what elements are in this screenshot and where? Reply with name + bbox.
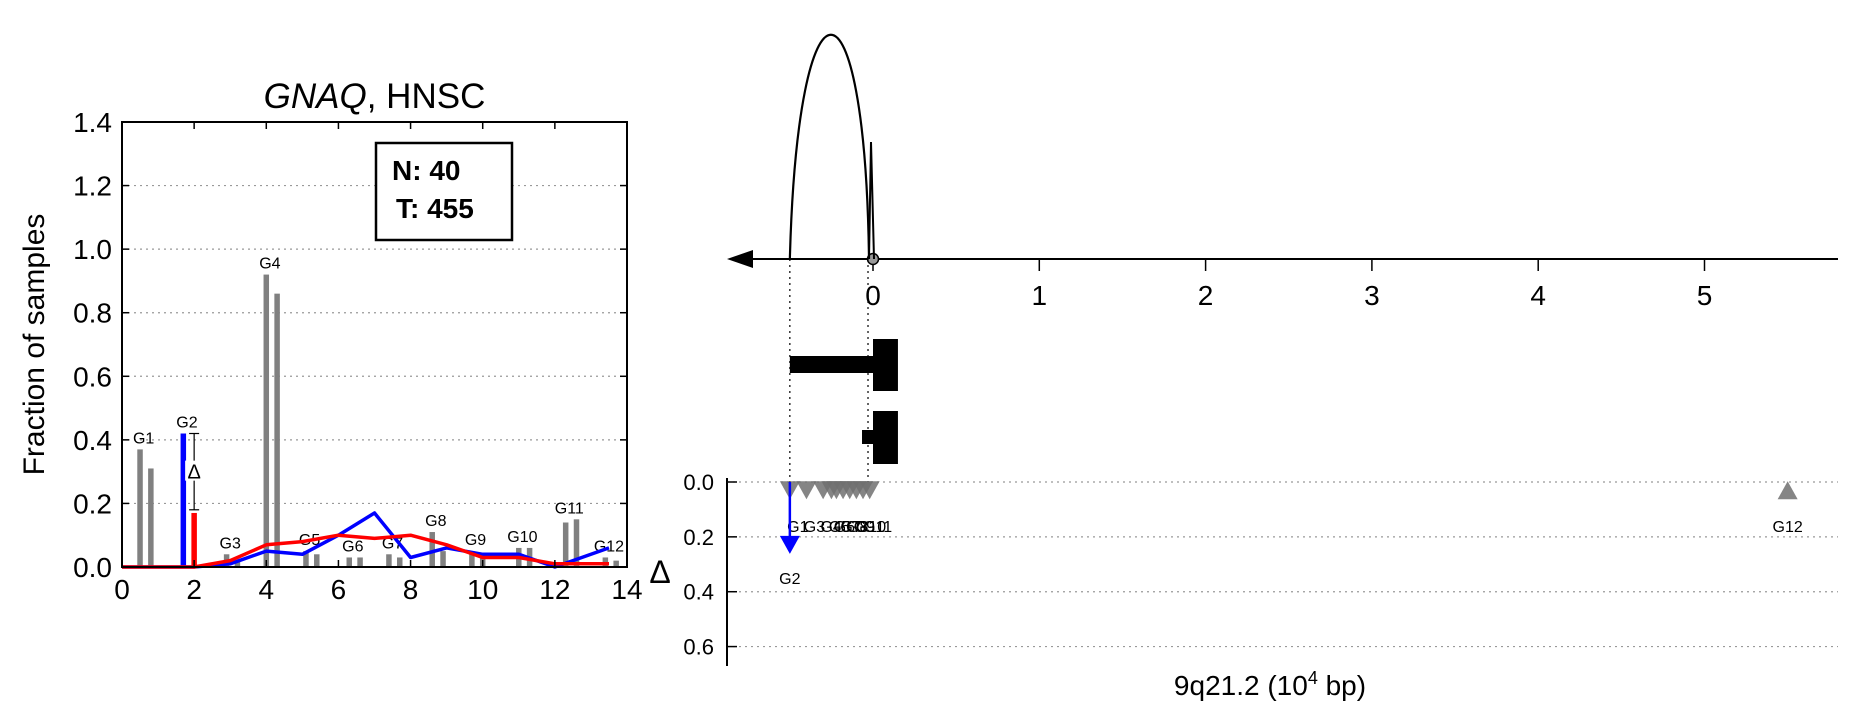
delta-point-g3 [796,481,817,500]
bar-normal-g4 [263,274,270,567]
legend-box [374,141,514,242]
delta-point-label-g12: G12 [1773,519,1803,536]
delta-point-label-g10: G10 [856,519,886,536]
x-tick-label: 8 [403,574,419,605]
x-tick-label: 4 [258,574,274,605]
bar-tumor-g7 [397,557,403,567]
delta-point-label-g2: G2 [779,571,800,588]
chart-title: GNAQ, HNSC [264,77,486,116]
bar-normal-g2 [180,433,187,567]
delta-point-label-g9: G9 [854,519,875,536]
delta-point-label-g11: G11 [863,519,892,536]
bar-tumor-g1 [148,468,154,567]
gene-arc-spike [868,141,875,260]
delta-tick-label: 0.6 [683,635,714,660]
bar-label-g3: G3 [220,535,241,552]
y-axis-label: Fraction of samples [18,214,51,476]
gene-arc [788,33,871,260]
bar-normal-g1 [137,449,143,567]
bar-label-g2: G2 [176,415,197,432]
bar-label-g4: G4 [259,256,280,273]
bar-label-g8: G8 [425,513,446,530]
y-tick-label: 0.2 [73,488,112,519]
bar-normal-g11 [562,522,569,567]
bar-label-g1: G1 [133,430,154,447]
delta-tick-label: 0.2 [683,525,714,550]
bar-tumor-g4 [274,293,280,567]
bar-tumor-g2 [191,512,197,567]
plot-frame [121,121,628,568]
bar-normal-g6 [346,557,352,567]
transcript-1-intron [789,356,873,373]
genomic-axis-label-prefix: 9q21.2 (10 [1174,670,1308,701]
bar-label-g9: G9 [465,532,486,549]
genomic-axis-arrow [727,250,753,268]
delta-point-label-g4: G4 [820,519,841,536]
delta-point-label-g5: G5 [829,519,850,536]
delta-tick-label: 0.0 [683,470,714,495]
bar-label-g11: G11 [555,500,584,517]
genomic-axis-label: 9q21.2 (104 bp) [1174,668,1366,701]
genomic-tick-label: 1 [1032,280,1048,311]
bar-label-g10: G10 [507,529,537,546]
x-tick-label: 10 [467,574,498,605]
delta-point-label-g6: G6 [834,519,855,536]
genomic-tick-label: 3 [1364,280,1380,311]
y-tick-label: 0.4 [73,425,112,456]
y-tick-label: 0.6 [73,361,112,392]
bar-normal-g7 [386,554,392,567]
y-tick-label: 0.8 [73,298,112,329]
y-tick-label: 1.4 [73,107,112,138]
genomic-axis-label-exponent: 4 [1308,668,1318,688]
genomic-tick-label: 2 [1198,280,1214,311]
delta-point-label-g3: G3 [804,519,825,536]
bar-tumor-g8 [440,551,446,567]
delta-point-g12 [1777,481,1798,500]
legend-n-count: N: 40 [392,155,460,186]
delta-tick-label: 0.4 [683,580,714,605]
y-tick-label: 1.0 [73,234,112,265]
delta-point-label-g1: G1 [787,519,808,536]
delta-point-label-g7: G7 [840,519,861,536]
genomic-tick-label: 5 [1697,280,1713,311]
y-tick-label: 0.0 [73,552,112,583]
delta-marker-label: Δ [187,462,200,484]
x-tick-label: 6 [331,574,347,605]
transcript-2-exon [873,411,898,464]
bar-normal-g9 [469,551,475,567]
delta-axis-label: Δ [649,554,670,590]
bar-normal-g8 [429,532,435,567]
legend-t-count: T: 455 [396,193,474,224]
bar-tumor-g11 [573,519,580,567]
chart-title-suffix: , HNSC [367,77,486,116]
bar-tumor-g12 [613,560,619,567]
bar-tumor-g3 [234,560,241,567]
transcript-1-exon [873,339,898,391]
bar-tumor-g6 [357,557,363,567]
bar-normal-g5 [303,551,309,567]
genomic-tick-label: 4 [1530,280,1546,311]
x-tick-label: 0 [114,574,130,605]
genomic-axis-label-suffix: bp) [1318,670,1366,701]
series-line-tumor [122,533,609,569]
y-tick-label: 1.2 [73,171,112,202]
transcript-2-intron [862,430,873,444]
delta-marker-bg [185,460,204,481]
delta-point-g2 [779,535,800,554]
x-tick-label: 14 [611,574,642,605]
delta-point-label-g8: G8 [847,519,868,536]
x-tick-label: 2 [186,574,202,605]
delta-point-g11 [859,481,880,500]
bar-tumor-g5 [314,554,320,567]
genomic-tick-label: 0 [865,280,881,311]
chart-title-gene: GNAQ [264,77,367,116]
x-tick-label: 12 [539,574,570,605]
bar-label-g6: G6 [342,538,363,555]
